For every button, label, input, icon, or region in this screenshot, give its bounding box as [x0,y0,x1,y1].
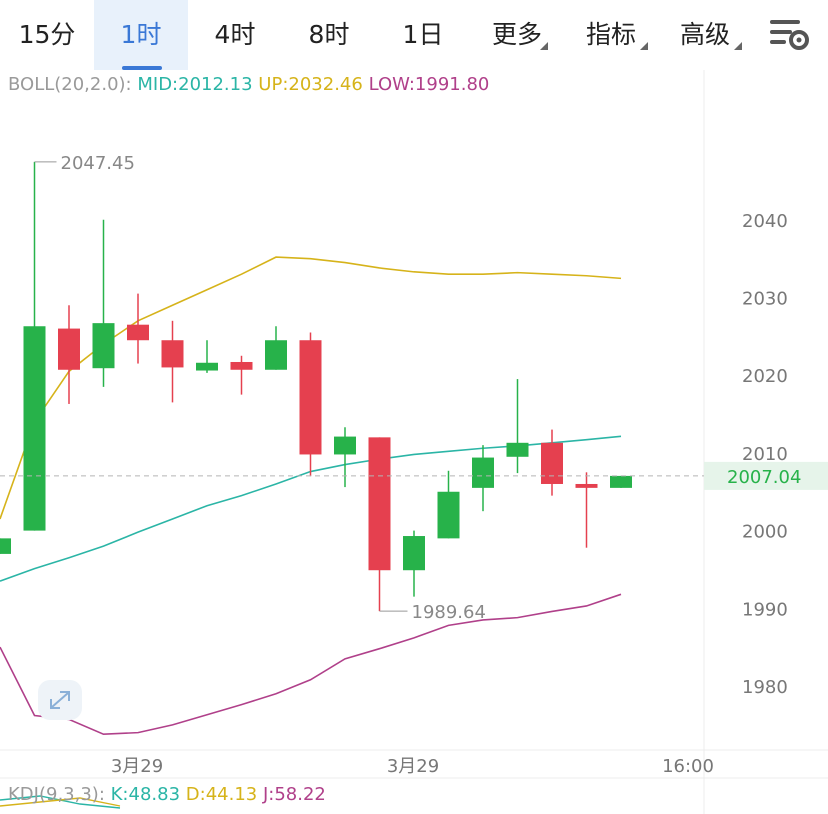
kdj-name: KDJ(9,3,3): [8,784,105,805]
expand-icon[interactable] [38,680,82,720]
y-tick-label: 1990 [742,599,788,620]
x-tick-label: 3月29 [111,756,163,777]
candle-body-up [196,362,218,371]
active-tab-indicator [122,66,162,70]
candle-body-up [92,323,115,369]
max-price-label: 2047.45 [61,153,135,174]
tab-1day[interactable]: 1日 [402,20,444,49]
kdj-d-line [0,797,121,807]
candle-body-up [265,340,287,370]
boll-mid: MID:2012.13 [137,74,253,95]
tab-4hour[interactable]: 4时 [214,20,256,49]
boll-up: UP:2032.46 [258,74,363,95]
candle-body-down [541,442,563,484]
y-tick-label: 2020 [742,366,788,387]
candle-body-down [127,324,149,341]
candle-body-down [299,340,322,455]
tab-more[interactable]: 更多 [470,0,564,70]
candle-body-up [334,436,356,455]
tab-15min[interactable]: 15分 [18,20,76,49]
dropdown-triangle-icon [540,42,548,50]
candle-body-down [58,328,80,370]
boll-low: LOW:1991.80 [368,74,490,95]
tab-advanced[interactable]: 高级 [658,0,752,70]
candle-body-up [23,326,46,531]
last-price-tag-bg [704,461,828,490]
dropdown-triangle-icon [734,42,742,50]
candle-body-up [403,536,425,571]
last-price-label: 2007.04 [727,467,801,488]
kdj-legend: KDJ(9,3,3): K:48.83 D:44.13 J:58.22 [8,784,326,805]
tab-indicators[interactable]: 指标 [564,0,658,70]
candle-body-up [0,538,11,554]
candle-body-up [610,475,632,488]
y-tick-label: 2010 [742,444,788,465]
boll-lower-line [0,593,622,735]
settings-gear-icon[interactable] [768,16,812,52]
y-tick-label: 2030 [742,289,788,310]
candle-body-up [437,491,460,539]
timeframe-tabbar: 15分 1时 4时 8时 1日 更多 指标 高级 [0,0,828,70]
tab-1hour[interactable]: 1时 [94,0,188,70]
y-tick-label: 2040 [742,211,788,232]
min-price-label: 1989.64 [412,602,486,623]
dropdown-triangle-icon [640,42,648,50]
candle-body-down [161,340,184,368]
tab-8hour[interactable]: 8时 [308,20,350,49]
y-tick-label: 2000 [742,522,788,543]
boll-name: BOLL(20,2.0): [8,74,132,95]
candle-body-down [368,437,391,571]
candle-body-up [506,442,529,457]
x-tick-label: 16:00 [662,756,714,777]
boll-legend: BOLL(20,2.0): MID:2012.13 UP:2032.46 LOW… [8,74,489,95]
x-tick-label: 3月29 [387,756,439,777]
kdj-d: D:44.13 [185,784,258,805]
candle-body-down [575,483,598,488]
kdj-j: J:58.22 [262,784,326,805]
candle-body-down [230,361,253,370]
y-tick-label: 1980 [742,677,788,698]
candle-body-up [472,457,494,488]
kdj-k: K:48.83 [110,784,181,805]
